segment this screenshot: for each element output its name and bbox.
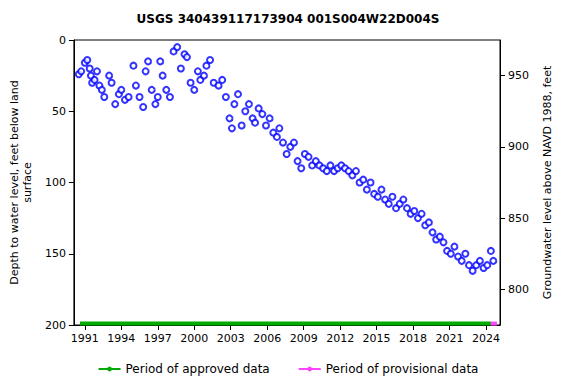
svg-text:Depth to water level, feet bel: Depth to water level, feet below land: [8, 80, 21, 285]
svg-text:850: 850: [508, 212, 529, 225]
svg-text:Period of provisional data: Period of provisional data: [326, 362, 479, 376]
svg-text:2003: 2003: [217, 332, 245, 345]
svg-text:USGS 340439117173904 001S004W2: USGS 340439117173904 001S004W22D004S: [137, 12, 440, 26]
svg-text:2012: 2012: [326, 332, 354, 345]
svg-text:surface: surface: [21, 162, 34, 203]
svg-text:100: 100: [45, 176, 66, 189]
svg-text:2021: 2021: [436, 332, 464, 345]
svg-text:800: 800: [508, 283, 529, 296]
svg-text:0: 0: [59, 34, 66, 47]
svg-text:200: 200: [45, 319, 66, 332]
svg-text:950: 950: [508, 69, 529, 82]
svg-text:1997: 1997: [144, 332, 172, 345]
svg-text:2015: 2015: [363, 332, 391, 345]
svg-text:2024: 2024: [472, 332, 500, 345]
svg-text:1991: 1991: [71, 332, 99, 345]
svg-text:Period of approved data: Period of approved data: [126, 362, 270, 376]
svg-text:150: 150: [45, 247, 66, 260]
svg-text:2000: 2000: [180, 332, 208, 345]
svg-text:Groundwater level above NAVD 1: Groundwater level above NAVD 1988, feet: [541, 65, 554, 299]
svg-text:2018: 2018: [399, 332, 427, 345]
svg-text:2009: 2009: [290, 332, 318, 345]
svg-text:1994: 1994: [107, 332, 135, 345]
svg-text:50: 50: [52, 105, 66, 118]
svg-text:2006: 2006: [253, 332, 281, 345]
svg-text:900: 900: [508, 140, 529, 153]
